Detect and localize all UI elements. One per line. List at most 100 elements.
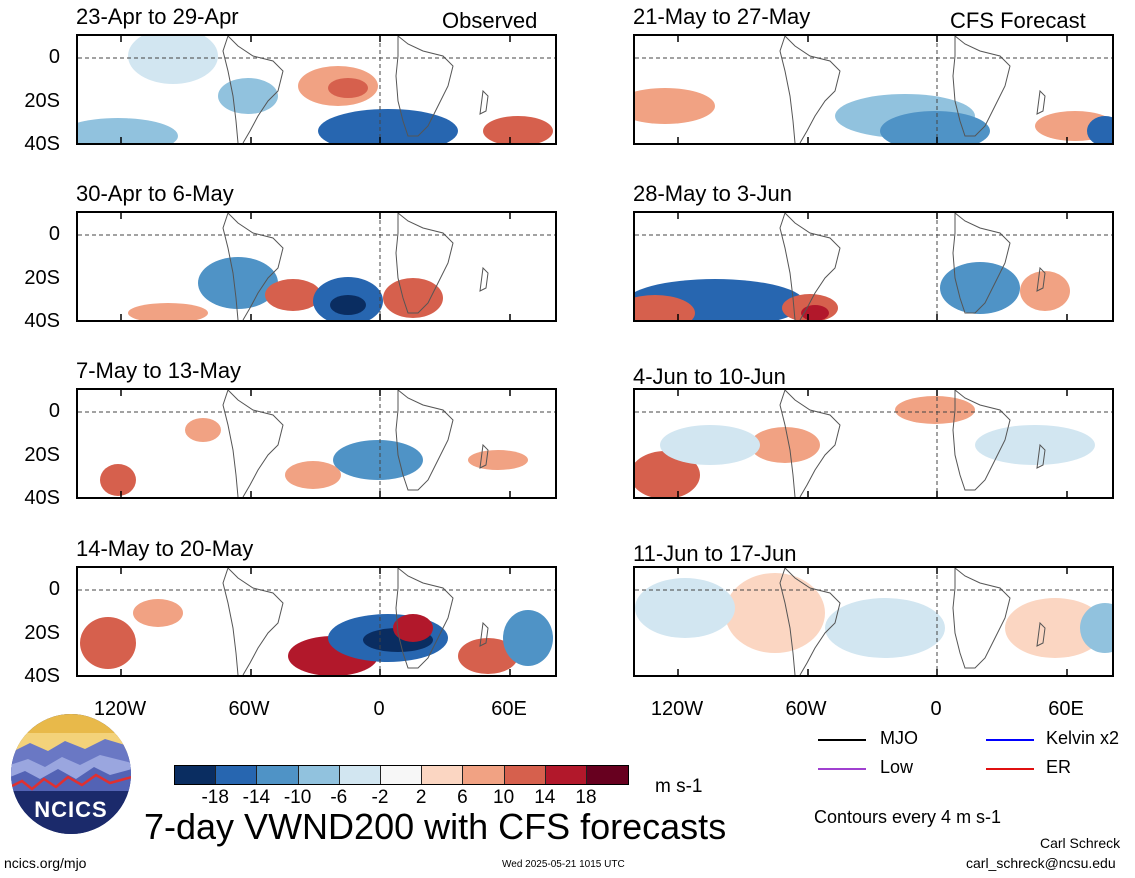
map-panel-6 (633, 211, 1114, 322)
map-panel-7 (633, 388, 1114, 499)
coastline (952, 213, 1011, 314)
anomaly-region (975, 425, 1095, 465)
coastline (222, 390, 239, 497)
lon-label-120w: 120W (93, 698, 147, 720)
anomaly-region (825, 598, 945, 658)
coastline (479, 621, 489, 647)
coastline (395, 213, 454, 314)
main-title: 7-day VWND200 with CFS forecasts (144, 806, 727, 847)
colorbar-tick-label: 2 (415, 787, 427, 808)
lat-label-0: 0 (48, 46, 60, 68)
lat-label-40s: 40S (24, 310, 60, 332)
anomaly-region (80, 617, 136, 669)
panel-title-2: 30-Apr to 6-May (76, 181, 234, 206)
author-name: Carl Schreck (1040, 835, 1121, 851)
panel-title-8: 11-Jun to 17-Jun (633, 541, 797, 566)
coastline (779, 568, 796, 675)
colorbar-swatch (216, 766, 258, 784)
site-url[interactable]: ncics.org/mjo (4, 855, 87, 871)
map-panel-1 (76, 34, 557, 145)
anomaly-region (635, 578, 735, 638)
lat-label-20s: 20S (24, 267, 60, 289)
anomaly-region (100, 464, 136, 496)
anomaly-region (458, 638, 518, 674)
anomaly-region (503, 610, 553, 666)
panel-title-5: 21-May to 27-May (633, 4, 811, 29)
coastline (1036, 443, 1046, 469)
coastline (952, 36, 1011, 137)
panel-title-7: 4-Jun to 10-Jun (633, 364, 786, 389)
coastline (1036, 89, 1046, 115)
colorbar-tick-label: 14 (534, 787, 556, 808)
lon-label-120w: 120W (650, 698, 704, 720)
anomaly-region (185, 418, 221, 442)
coastline (779, 36, 796, 143)
colorbar-tick-label: 18 (575, 787, 597, 808)
anomaly-region (725, 573, 825, 653)
colorbar-swatch (175, 766, 217, 784)
anomaly-region (940, 262, 1020, 314)
lon-label-0: 0 (373, 698, 385, 720)
anomaly-region (128, 303, 208, 320)
panel-title-1: 23-Apr to 29-Apr (76, 4, 239, 29)
coastline (1036, 621, 1046, 647)
coastline (395, 568, 454, 669)
anomaly-region (1005, 598, 1105, 658)
legend-line-kelvin (986, 739, 1034, 741)
colorbar-tick-label: -14 (242, 787, 271, 808)
colorbar-tick-label: -10 (283, 787, 312, 808)
anomaly-region (328, 78, 368, 98)
legend-line-low (818, 768, 866, 770)
colorbar-tick-label: -2 (371, 787, 389, 808)
map-panel-3 (76, 388, 557, 499)
ncics-logo: NCICS (10, 713, 132, 835)
anomaly-region (393, 614, 433, 642)
observed-label: Observed (442, 8, 538, 33)
anomaly-region (635, 451, 700, 497)
anomaly-region (635, 295, 695, 320)
coastline (784, 568, 841, 675)
colorbar-swatch (380, 766, 423, 784)
coastline (479, 89, 489, 115)
anomaly-region (285, 461, 341, 489)
anomaly-region (133, 599, 183, 627)
colorbar-swatch (298, 766, 340, 784)
colorbar-swatch (545, 766, 587, 784)
colorbar-tick-label: 6 (457, 787, 468, 808)
lat-label-40s: 40S (24, 133, 60, 155)
coastline (779, 213, 796, 320)
coastline (395, 36, 454, 137)
legend-label-low: Low (880, 757, 914, 777)
coastline (227, 390, 284, 497)
anomaly-region (383, 278, 443, 318)
coastline (395, 390, 454, 491)
colorbar-swatch (257, 766, 299, 784)
legend-label-kelvin: Kelvin x2 (1046, 728, 1120, 748)
contours-note: Contours every 4 m s-1 (814, 807, 1002, 827)
lat-label-20s: 20S (24, 622, 60, 644)
anomaly-region (660, 425, 760, 465)
anomaly-region (198, 257, 278, 309)
anomaly-region (750, 427, 820, 463)
map-panel-8 (633, 566, 1114, 677)
coastline (784, 213, 841, 320)
timestamp: Wed 2025-05-21 1015 UTC (502, 859, 625, 870)
lat-label-0: 0 (48, 400, 60, 422)
anomaly-region (330, 295, 366, 315)
anomaly-region (1087, 116, 1112, 143)
anomaly-region (468, 450, 528, 470)
lat-label-0: 0 (48, 223, 60, 245)
map-panel-2 (76, 211, 557, 322)
author-email[interactable]: carl_schreck@ncsu.edu (966, 855, 1116, 871)
anomaly-region (1080, 603, 1112, 653)
coastline (222, 36, 239, 143)
coastline (784, 36, 841, 143)
coastline (1036, 266, 1046, 292)
anomaly-region (265, 279, 321, 311)
coastline (784, 390, 841, 497)
coastline (479, 443, 489, 469)
panel-title-6: 28-May to 3-Jun (633, 181, 792, 206)
coastline (952, 568, 1011, 669)
lon-label-60e: 60E (491, 698, 527, 720)
colorbar-tick-label: -6 (330, 787, 348, 808)
